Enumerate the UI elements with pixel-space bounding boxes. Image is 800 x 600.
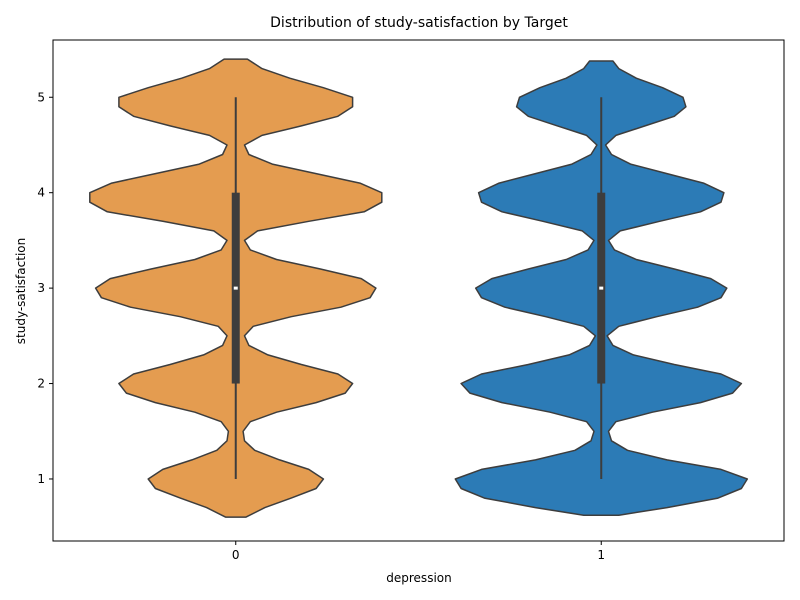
median-marker-1 bbox=[599, 286, 604, 290]
violin-0 bbox=[89, 58, 383, 518]
y-tick-label: 4 bbox=[37, 186, 45, 200]
y-tick-label: 2 bbox=[37, 377, 45, 391]
violin-1 bbox=[454, 60, 749, 516]
x-tick-label: 1 bbox=[597, 548, 605, 562]
plot-frame bbox=[52, 39, 785, 542]
y-axis-ticks: 1 2 3 4 5 bbox=[37, 90, 53, 486]
x-axis-label: depression bbox=[386, 571, 451, 585]
median-marker-0 bbox=[233, 286, 238, 290]
chart-title: Distribution of study-satisfaction by Ta… bbox=[270, 15, 568, 31]
y-tick-label: 1 bbox=[37, 472, 45, 486]
violins-group bbox=[89, 58, 749, 518]
y-tick-label: 3 bbox=[37, 281, 45, 295]
y-tick-label: 5 bbox=[37, 90, 45, 104]
x-tick-label: 0 bbox=[232, 548, 240, 562]
y-axis-label: study-satisfaction bbox=[14, 238, 28, 344]
